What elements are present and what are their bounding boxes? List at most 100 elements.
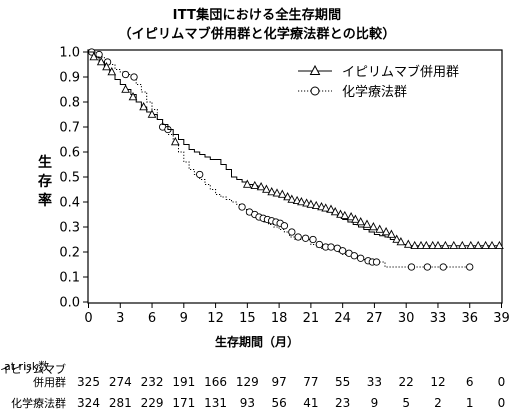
series-ipi-marker [405, 241, 412, 248]
at-risk-cell: 325 [74, 375, 104, 389]
series-chemo-marker [339, 248, 345, 254]
x-tick-label: 39 [493, 311, 510, 326]
series-ipi-marker [459, 242, 466, 249]
x-tick-label: 24 [334, 311, 351, 326]
series-chemo-marker [289, 229, 295, 235]
at-risk-cell: 5 [391, 396, 421, 410]
series-ipi-marker [467, 242, 474, 249]
at-risk-cell: 0 [487, 396, 514, 410]
series-chemo-marker [196, 171, 202, 177]
x-axis-label: 生存期間（月） [0, 333, 514, 350]
at-risk-cell: 97 [264, 375, 294, 389]
y-axis-label-char: 存 [38, 171, 52, 191]
x-tick-label: 33 [430, 311, 447, 326]
series-chemo-marker [328, 244, 334, 250]
y-tick-label: 0.3 [59, 221, 80, 236]
at-risk-cell: 171 [169, 396, 199, 410]
legend-ipi-marker [311, 66, 320, 75]
legend-chemo-label: 化学療法群 [342, 84, 407, 100]
x-tick-label: 12 [207, 311, 224, 326]
series-chemo-marker [122, 71, 128, 77]
series-ipi-marker [434, 242, 441, 249]
legend-chemo-marker [311, 87, 319, 95]
plot-frame [88, 50, 502, 303]
x-tick-label: 9 [180, 311, 188, 326]
series-chemo-line [89, 52, 470, 267]
at-risk-cell: 33 [359, 375, 389, 389]
series-chemo-marker [302, 235, 308, 241]
series-ipi-marker [383, 228, 390, 235]
y-tick-label: 0.7 [59, 121, 80, 136]
at-risk-cell: 12 [423, 375, 453, 389]
series-ipi-marker [450, 242, 457, 249]
y-tick-label: 0.4 [59, 196, 80, 211]
series-chemo-marker [316, 241, 322, 247]
series-chemo-marker [440, 264, 446, 270]
at-risk-cell: 6 [455, 375, 485, 389]
at-risk-cell: 55 [328, 375, 358, 389]
at-risk-cell: 77 [296, 375, 326, 389]
series-ipi-marker [475, 242, 482, 249]
series-ipi-marker [376, 226, 383, 233]
at-risk-cell: 1 [455, 396, 485, 410]
series-chemo-marker [408, 264, 414, 270]
series-chemo-marker [357, 255, 363, 261]
y-axis-label-char: 率 [38, 190, 52, 210]
series-chemo-marker [239, 204, 245, 210]
at-risk-cell: 166 [201, 375, 231, 389]
at-risk-cell: 324 [74, 396, 104, 410]
y-tick-label: 0.1 [59, 271, 80, 286]
x-tick-label: 21 [303, 311, 320, 326]
at-risk-cell: 93 [232, 396, 262, 410]
series-chemo-marker [131, 74, 137, 80]
at-risk-cell: 2 [423, 396, 453, 410]
series-chemo-marker [281, 223, 287, 229]
at-risk-row-label: 化学療法群 [11, 397, 66, 410]
series-ipi-marker [370, 223, 377, 230]
x-tick-label: 15 [239, 311, 256, 326]
series-chemo-marker [295, 234, 301, 240]
x-tick-label: 30 [398, 311, 415, 326]
series-ipi-marker [488, 242, 495, 249]
y-tick-label: 0.6 [59, 146, 80, 161]
series-ipi-marker [122, 86, 129, 93]
at-risk-cell: 232 [137, 375, 167, 389]
series-ipi-marker [423, 242, 430, 249]
series-ipi-line [89, 52, 502, 246]
y-tick-label: 0.5 [59, 171, 80, 186]
x-tick-label: 36 [461, 311, 478, 326]
x-tick-label: 3 [116, 311, 124, 326]
at-risk-cell: 229 [137, 396, 167, 410]
series-ipi-marker [442, 242, 449, 249]
at-risk-row-label: イピリムマブ併用群 [0, 363, 66, 389]
at-risk-cell: 56 [264, 396, 294, 410]
y-tick-label: 0.2 [59, 246, 80, 261]
series-ipi-marker [411, 242, 418, 249]
x-tick-label: 0 [84, 311, 92, 326]
series-ipi-marker [482, 242, 489, 249]
at-risk-cell: 129 [232, 375, 262, 389]
y-axis-label-char: 生 [38, 152, 52, 172]
at-risk-cell: 22 [391, 375, 421, 389]
at-risk-cell: 131 [201, 396, 231, 410]
series-chemo-marker [467, 264, 473, 270]
series-chemo-marker [424, 264, 430, 270]
at-risk-cell: 23 [328, 396, 358, 410]
series-chemo-marker [310, 236, 316, 242]
at-risk-cell: 41 [296, 396, 326, 410]
x-tick-label: 27 [366, 311, 383, 326]
series-ipi-marker [258, 183, 265, 190]
x-tick-label: 6 [148, 311, 156, 326]
y-tick-label: 1.0 [59, 46, 80, 61]
x-tick-label: 18 [271, 311, 288, 326]
y-tick-label: 0.9 [59, 71, 80, 86]
y-tick-label: 0.0 [59, 296, 80, 311]
y-tick-label: 0.8 [59, 96, 80, 111]
at-risk-cell: 9 [359, 396, 389, 410]
series-chemo-marker [373, 259, 379, 265]
series-chemo-marker [351, 253, 357, 259]
at-risk-cell: 0 [487, 375, 514, 389]
legend-ipi-label: イピリムマブ併用群 [342, 64, 459, 80]
series-ipi-marker [363, 221, 370, 228]
at-risk-cell: 191 [169, 375, 199, 389]
